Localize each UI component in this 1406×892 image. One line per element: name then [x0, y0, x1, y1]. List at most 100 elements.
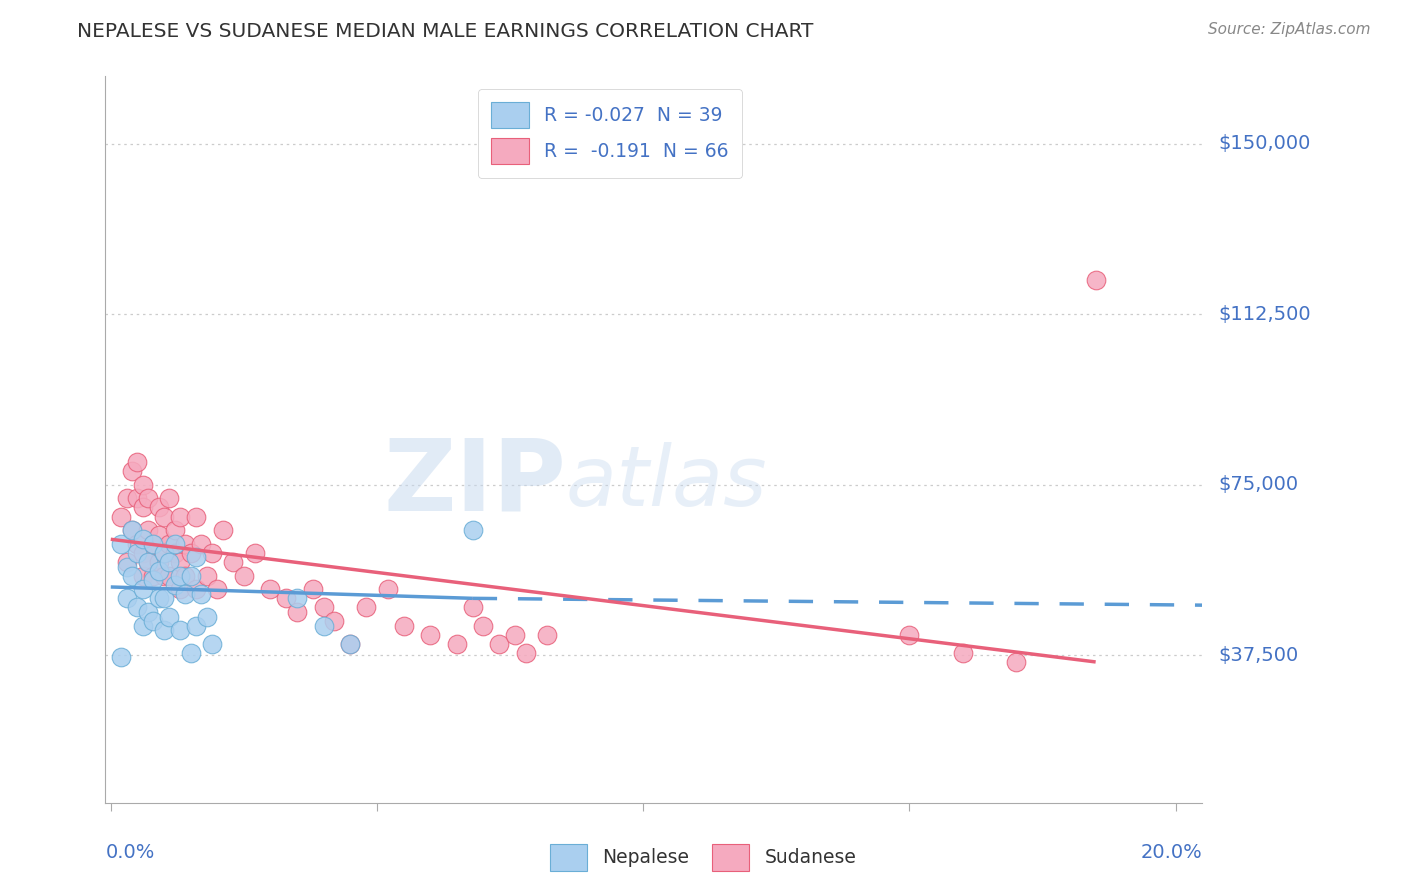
Text: NEPALESE VS SUDANESE MEDIAN MALE EARNINGS CORRELATION CHART: NEPALESE VS SUDANESE MEDIAN MALE EARNING… — [77, 22, 814, 41]
Point — [142, 614, 165, 628]
Point — [132, 477, 155, 491]
Point — [201, 546, 224, 560]
Point — [169, 582, 191, 597]
Point — [1084, 273, 1107, 287]
Point — [110, 650, 132, 665]
Point — [132, 533, 155, 547]
Point — [356, 600, 378, 615]
Point — [136, 491, 159, 506]
Point — [312, 618, 335, 632]
Point — [153, 591, 176, 606]
Point — [312, 600, 335, 615]
Point — [536, 628, 558, 642]
Point — [127, 537, 149, 551]
Point — [153, 623, 176, 637]
Point — [136, 523, 159, 537]
Point — [153, 509, 176, 524]
Point — [174, 587, 197, 601]
Point — [392, 618, 415, 632]
Point — [952, 646, 974, 660]
Point — [302, 582, 325, 597]
Point — [285, 591, 308, 606]
Point — [136, 605, 159, 619]
Point — [157, 537, 180, 551]
Point — [132, 582, 155, 597]
Point — [115, 591, 138, 606]
Point — [121, 568, 143, 582]
Point — [115, 491, 138, 506]
Point — [1004, 655, 1026, 669]
Text: $75,000: $75,000 — [1219, 475, 1299, 494]
Point — [323, 614, 346, 628]
Point — [207, 582, 229, 597]
Point — [142, 573, 165, 587]
Point — [184, 509, 207, 524]
Point — [153, 546, 176, 560]
Text: 0.0%: 0.0% — [105, 843, 155, 862]
Text: Source: ZipAtlas.com: Source: ZipAtlas.com — [1208, 22, 1371, 37]
Point — [488, 637, 510, 651]
Point — [339, 637, 361, 651]
Point — [505, 628, 527, 642]
Point — [232, 568, 254, 582]
Point — [211, 523, 233, 537]
Point — [148, 555, 170, 569]
Point — [169, 568, 191, 582]
Point — [515, 646, 537, 660]
Point — [132, 546, 155, 560]
Point — [190, 537, 212, 551]
Point — [195, 609, 218, 624]
Point — [148, 527, 170, 541]
Point — [153, 568, 176, 582]
Point — [446, 637, 468, 651]
Point — [222, 555, 245, 569]
Point — [153, 546, 176, 560]
Point — [180, 568, 202, 582]
Point — [132, 568, 155, 582]
Point — [142, 568, 165, 582]
Point — [180, 646, 202, 660]
Point — [174, 568, 197, 582]
Point — [195, 568, 218, 582]
Point — [157, 609, 180, 624]
Point — [127, 546, 149, 560]
Point — [285, 605, 308, 619]
Point — [461, 523, 484, 537]
Point — [163, 546, 186, 560]
Point — [184, 582, 207, 597]
Point — [110, 509, 132, 524]
Point — [121, 523, 143, 537]
Point — [121, 523, 143, 537]
Point — [157, 555, 180, 569]
Point — [276, 591, 298, 606]
Point — [115, 555, 138, 569]
Point — [127, 455, 149, 469]
Point — [259, 582, 281, 597]
Point — [184, 618, 207, 632]
Point — [169, 623, 191, 637]
Point — [163, 578, 186, 592]
Point — [472, 618, 495, 632]
Point — [169, 555, 191, 569]
Point — [419, 628, 441, 642]
Point — [110, 537, 132, 551]
Point — [148, 500, 170, 515]
Point — [339, 637, 361, 651]
Point — [136, 555, 159, 569]
Point — [132, 618, 155, 632]
Point — [148, 591, 170, 606]
Point — [127, 600, 149, 615]
Point — [190, 587, 212, 601]
Point — [201, 637, 224, 651]
Point — [132, 500, 155, 515]
Point — [136, 555, 159, 569]
Text: 20.0%: 20.0% — [1140, 843, 1202, 862]
Point — [157, 491, 180, 506]
Text: ZIP: ZIP — [384, 434, 567, 532]
Text: $150,000: $150,000 — [1219, 135, 1312, 153]
Point — [127, 491, 149, 506]
Legend: R = -0.027  N = 39, R =  -0.191  N = 66: R = -0.027 N = 39, R = -0.191 N = 66 — [478, 89, 741, 178]
Point — [461, 600, 484, 615]
Text: $112,500: $112,500 — [1219, 305, 1312, 324]
Point — [174, 537, 197, 551]
